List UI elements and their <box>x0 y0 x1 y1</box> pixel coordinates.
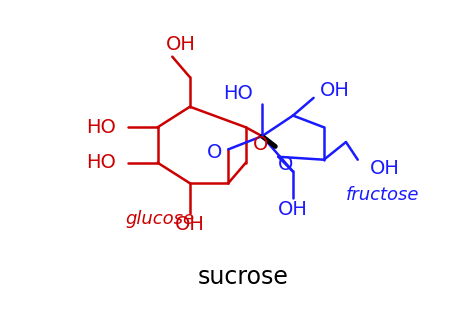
Text: glucose: glucose <box>125 210 194 227</box>
Text: fructose: fructose <box>346 186 419 204</box>
Text: OH: OH <box>278 200 308 219</box>
Text: HO: HO <box>223 84 253 103</box>
Text: OH: OH <box>166 35 196 54</box>
Text: HO: HO <box>86 153 116 172</box>
Text: O: O <box>278 155 293 174</box>
Text: OH: OH <box>175 215 205 234</box>
Text: sucrose: sucrose <box>198 266 288 290</box>
Text: OH: OH <box>319 81 349 100</box>
Text: O: O <box>207 143 222 162</box>
Text: O: O <box>253 136 269 154</box>
Text: OH: OH <box>370 159 400 178</box>
Text: HO: HO <box>86 118 116 137</box>
